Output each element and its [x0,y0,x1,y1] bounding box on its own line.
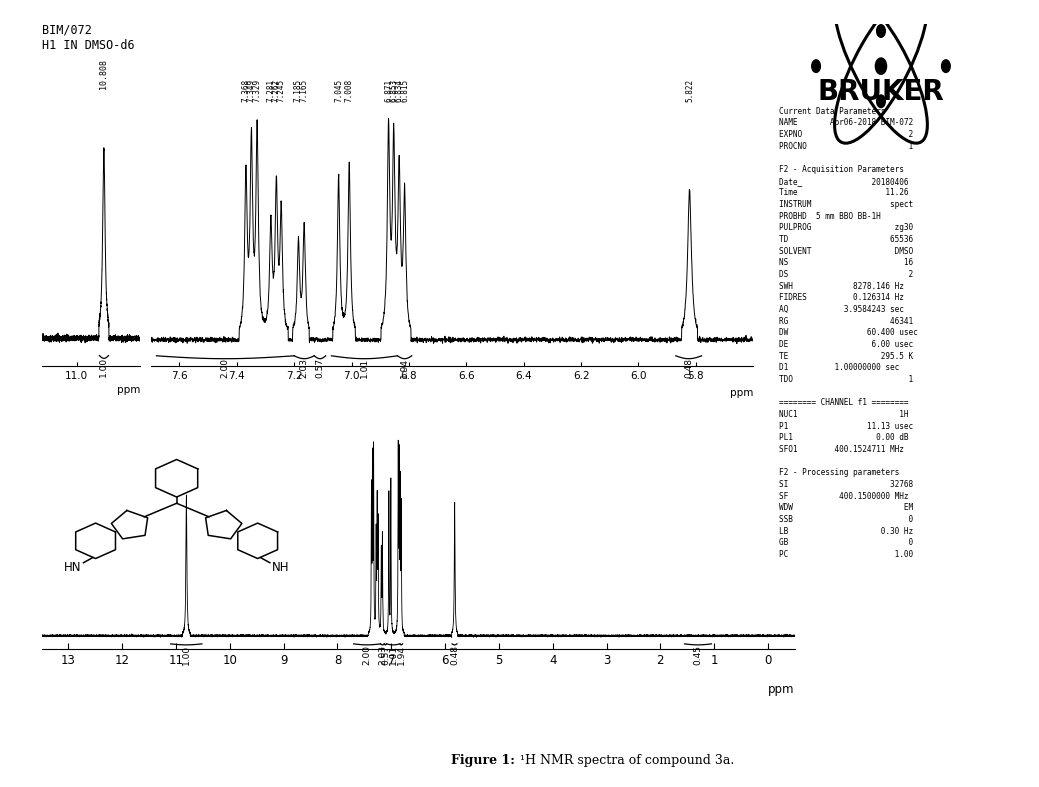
Text: 7.349: 7.349 [247,79,256,102]
Text: 1.94: 1.94 [400,357,409,378]
Text: ppm: ppm [768,683,795,696]
Text: 6.834: 6.834 [395,79,404,102]
Text: 1.01: 1.01 [359,357,369,378]
Circle shape [877,95,885,108]
Text: BRUKER: BRUKER [818,78,944,106]
Text: 0.57: 0.57 [381,645,390,665]
Text: 1.01: 1.01 [389,645,398,665]
Text: 2.00: 2.00 [220,357,230,378]
Text: 0.48: 0.48 [450,645,459,664]
Circle shape [941,60,951,72]
Circle shape [876,58,886,74]
Text: 7.262: 7.262 [272,79,281,102]
Text: 1.00: 1.00 [100,357,108,378]
Text: 2.03: 2.03 [378,645,387,664]
Text: 7.165: 7.165 [299,79,309,102]
Text: 1.00: 1.00 [182,645,191,665]
Text: 0.57: 0.57 [316,357,324,378]
Text: 0.48: 0.48 [685,357,693,378]
Text: ppm: ppm [730,388,753,398]
Text: 7.185: 7.185 [294,79,303,102]
Text: 1.94: 1.94 [397,645,406,664]
Text: 6.853: 6.853 [390,79,398,102]
Text: 7.045: 7.045 [335,79,343,102]
Text: 6.871: 6.871 [384,79,393,102]
Text: 10.808: 10.808 [100,59,108,89]
Text: HN: HN [63,561,81,575]
Circle shape [877,24,885,37]
Text: ppm: ppm [117,385,140,394]
Text: NH: NH [272,561,290,575]
Text: 6.815: 6.815 [400,79,409,102]
Text: BIM/072: BIM/072 [42,24,91,37]
Text: 7.329: 7.329 [252,79,262,102]
Text: H1 IN DMSO-d6: H1 IN DMSO-d6 [42,39,134,53]
Circle shape [811,60,821,72]
Text: Figure 1:: Figure 1: [451,754,520,767]
Text: ¹H NMR spectra of compound 3a.: ¹H NMR spectra of compound 3a. [520,754,734,767]
Text: 2.00: 2.00 [363,645,372,664]
Text: 0.45: 0.45 [693,645,702,664]
Text: 5.822: 5.822 [685,79,694,102]
Text: 7.368: 7.368 [241,79,250,102]
Text: Current Data Parameters
NAME       Apr06-2018 BIM-072
EXPNO                     : Current Data Parameters NAME Apr06-2018 … [779,107,917,559]
Text: 2.03: 2.03 [299,357,309,378]
Text: 7.281: 7.281 [266,79,275,102]
Text: 7.245: 7.245 [276,79,286,102]
Text: 7.008: 7.008 [345,79,353,102]
